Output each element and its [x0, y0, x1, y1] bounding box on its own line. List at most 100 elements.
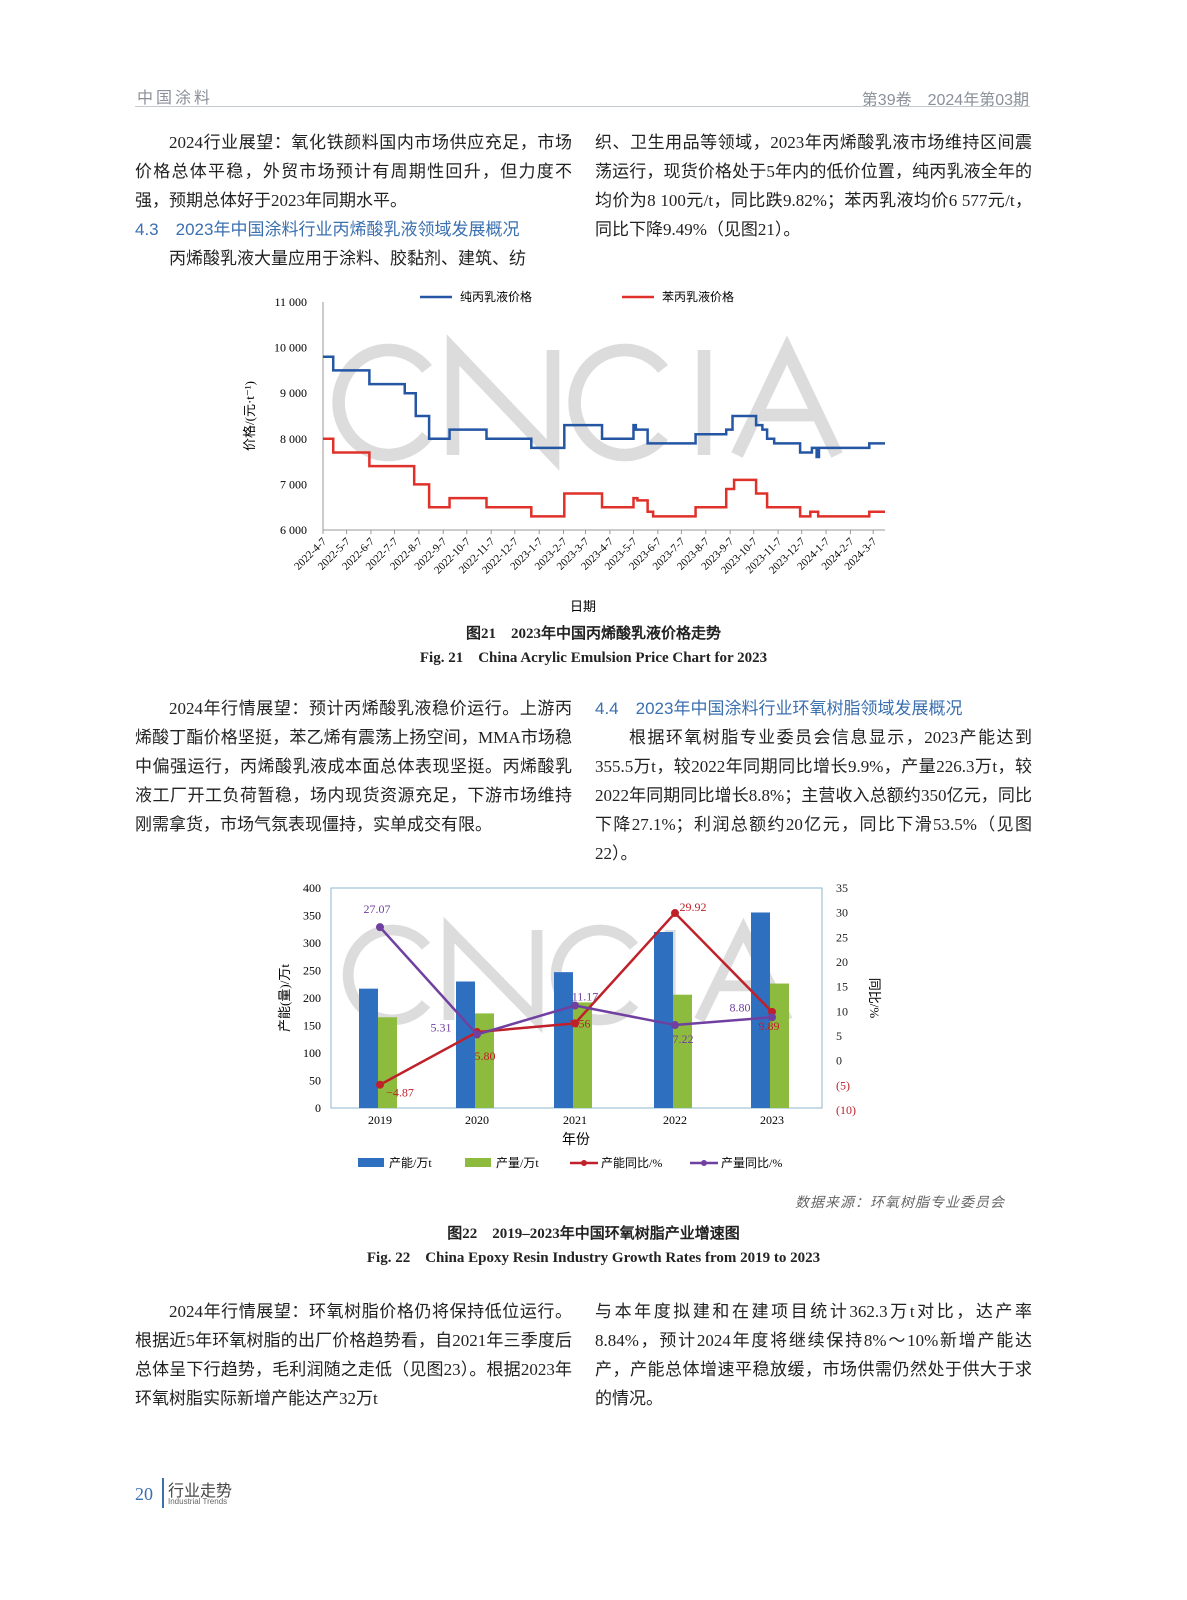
- fig21-caption-en: Fig. 21 China Acrylic Emulsion Price Cha…: [419, 650, 768, 666]
- data-label: 11.17: [572, 990, 599, 1004]
- data-point: [768, 1013, 776, 1022]
- y-tick-label: 9 000: [280, 386, 307, 400]
- legend-label: 产量同比/%: [721, 1156, 782, 1170]
- section-label: 行业走势: [168, 1483, 233, 1500]
- y-tick-label: 100: [303, 1046, 321, 1060]
- left-column-top: 2024行业展望：氧化铁颜料国内市场供应充足，市场价格总体平稳，外贸市场预计有周…: [135, 128, 572, 273]
- journal-name: 中国涂料: [137, 90, 214, 107]
- data-label: 5.80: [475, 1049, 496, 1063]
- y-tick-label: 6 000: [280, 523, 307, 537]
- paragraph: 2024行业展望：氧化铁颜料国内市场供应充足，市场价格总体平稳，外贸市场预计有周…: [135, 133, 572, 210]
- series-line: [323, 437, 885, 518]
- y2-tick-label: (5): [836, 1078, 850, 1092]
- x-tick-label: 2019: [368, 1113, 392, 1127]
- right-column-bottom: 与本年度拟建和在建项目统计362.3万t对比，达产率8.84%，预计2024年度…: [595, 1297, 1032, 1413]
- data-label: −4.87: [386, 1086, 414, 1100]
- y2-tick-label: 0: [836, 1054, 842, 1068]
- fig21-caption-cn: 图21 2023年中国丙烯酸乳液价格走势: [465, 626, 721, 642]
- x-tick-label: 2020: [465, 1113, 489, 1127]
- y-tick-label: 0: [315, 1101, 321, 1115]
- data-point: [671, 1021, 679, 1030]
- y-tick-label: 8 000: [280, 432, 307, 446]
- paragraph: 2024年行情展望：预计丙烯酸乳液稳价运行。上游丙烯酸丁酯价格坚挺，苯乙烯有震荡…: [135, 699, 572, 834]
- y-axis-title: 价格/(元·t⁻¹): [242, 381, 257, 451]
- data-point: [376, 923, 384, 932]
- y-tick-label: 150: [303, 1019, 321, 1033]
- paragraph: 根据环氧树脂专业委员会信息显示，2023产能达到355.5万t，较2022年同期…: [595, 728, 1032, 863]
- paragraph: 织、卫生用品等领域，2023年丙烯酸乳液市场维持区间震荡运行，现货价格处于5年内…: [595, 133, 1032, 239]
- issue-info: 第39卷 2024年第03期: [861, 92, 1029, 109]
- x-tick-label: 2022: [663, 1113, 687, 1127]
- y2-tick-label: (10): [836, 1103, 856, 1117]
- y-tick-label: 350: [303, 909, 321, 923]
- y-tick-label: 400: [303, 881, 321, 895]
- data-label: 7.22: [673, 1032, 694, 1046]
- y2-tick-label: 5: [836, 1029, 842, 1043]
- legend-label: 苯丙乳液价格: [662, 289, 734, 304]
- bar: [554, 972, 573, 1108]
- x-axis-title: 日期: [570, 599, 596, 614]
- y-tick-label: 11 000: [274, 295, 307, 309]
- epoxy-growth-chart: 050100150200250300350400(10)(5)051015202…: [277, 881, 882, 1170]
- legend-label: 纯丙乳液价格: [460, 289, 532, 304]
- legend-swatch: [465, 1158, 491, 1167]
- legend-marker: [581, 1160, 587, 1166]
- data-source: 数据来源：环氧树脂专业委员会: [795, 1196, 1005, 1211]
- data-label: 8.80: [730, 1000, 751, 1014]
- left-column-mid: 2024年行情展望：预计丙烯酸乳液稳价运行。上游丙烯酸丁酯价格坚挺，苯乙烯有震荡…: [135, 694, 572, 839]
- y2-tick-label: 20: [836, 955, 848, 969]
- y-tick-label: 7 000: [280, 477, 307, 491]
- legend-label: 产能同比/%: [601, 1156, 662, 1170]
- data-point: [571, 1019, 579, 1028]
- section-label-en: Industrial Trends: [168, 1497, 228, 1506]
- y2-tick-label: 35: [836, 881, 848, 895]
- footer-divider: [162, 1478, 164, 1508]
- bar: [456, 981, 475, 1108]
- bar: [654, 932, 673, 1108]
- section-heading: 4.4 2023年中国涂料行业环氧树脂领域发展概况: [595, 699, 963, 718]
- fig22-caption-cn: 图22 2019–2023年中国环氧树脂产业增速图: [447, 1226, 740, 1242]
- y2-tick-label: 25: [836, 930, 848, 944]
- y2-axis-title: 同比/%: [867, 978, 882, 1019]
- data-point: [376, 1080, 384, 1089]
- bar: [673, 994, 692, 1108]
- x-tick-label: 2023: [760, 1113, 784, 1127]
- series-line: [323, 355, 885, 459]
- y-tick-label: 10 000: [274, 341, 307, 355]
- y-axis-title: 产能(量)/万t: [277, 964, 292, 1032]
- right-column-mid: 4.4 2023年中国涂料行业环氧树脂领域发展概况 根据环氧树脂专业委员会信息显…: [595, 694, 1032, 868]
- y-tick-label: 300: [303, 936, 321, 950]
- data-label: 7.56: [570, 1016, 591, 1030]
- x-tick-label: 2021: [563, 1113, 587, 1127]
- legend-swatch: [358, 1158, 384, 1167]
- data-point: [473, 1030, 481, 1039]
- y-tick-label: 200: [303, 991, 321, 1005]
- legend-marker: [701, 1160, 707, 1166]
- y2-tick-label: 10: [836, 1004, 848, 1018]
- legend-label: 产量/万t: [496, 1156, 539, 1170]
- legend-label: 产能/万t: [389, 1156, 432, 1170]
- bar: [359, 988, 378, 1108]
- left-column-bottom: 2024年行情展望：环氧树脂价格仍将保持低位运行。根据近5年环氧树脂的出厂价格趋…: [135, 1297, 572, 1413]
- y-tick-label: 50: [309, 1074, 321, 1088]
- paragraph: 与本年度拟建和在建项目统计362.3万t对比，达产率8.84%，预计2024年度…: [595, 1302, 1032, 1408]
- data-label: 5.31: [431, 1020, 452, 1034]
- x-axis-title: 年份: [562, 1132, 590, 1148]
- data-point: [571, 1001, 579, 1010]
- data-label: 9.89: [759, 1019, 780, 1033]
- right-column-top: 织、卫生用品等领域，2023年丙烯酸乳液市场维持区间震荡运行，现货价格处于5年内…: [595, 128, 1032, 244]
- data-label: 29.92: [680, 900, 707, 914]
- y2-tick-label: 30: [836, 906, 848, 920]
- header-divider: [135, 106, 1030, 107]
- data-label: 27.07: [364, 902, 391, 916]
- paragraph: 丙烯酸乳液大量应用于涂料、胶黏剂、建筑、纺: [169, 249, 526, 268]
- section-heading: 4.3 2023年中国涂料行业丙烯酸乳液领域发展概况: [135, 220, 520, 239]
- paragraph: 2024年行情展望：环氧树脂价格仍将保持低位运行。根据近5年环氧树脂的出厂价格趋…: [135, 1302, 572, 1408]
- fig22-caption-en: Fig. 22 China Epoxy Resin Industry Growt…: [366, 1250, 821, 1266]
- page-number: 20: [135, 1484, 153, 1504]
- bar: [770, 983, 789, 1108]
- bar: [573, 1002, 592, 1108]
- bar: [751, 912, 770, 1108]
